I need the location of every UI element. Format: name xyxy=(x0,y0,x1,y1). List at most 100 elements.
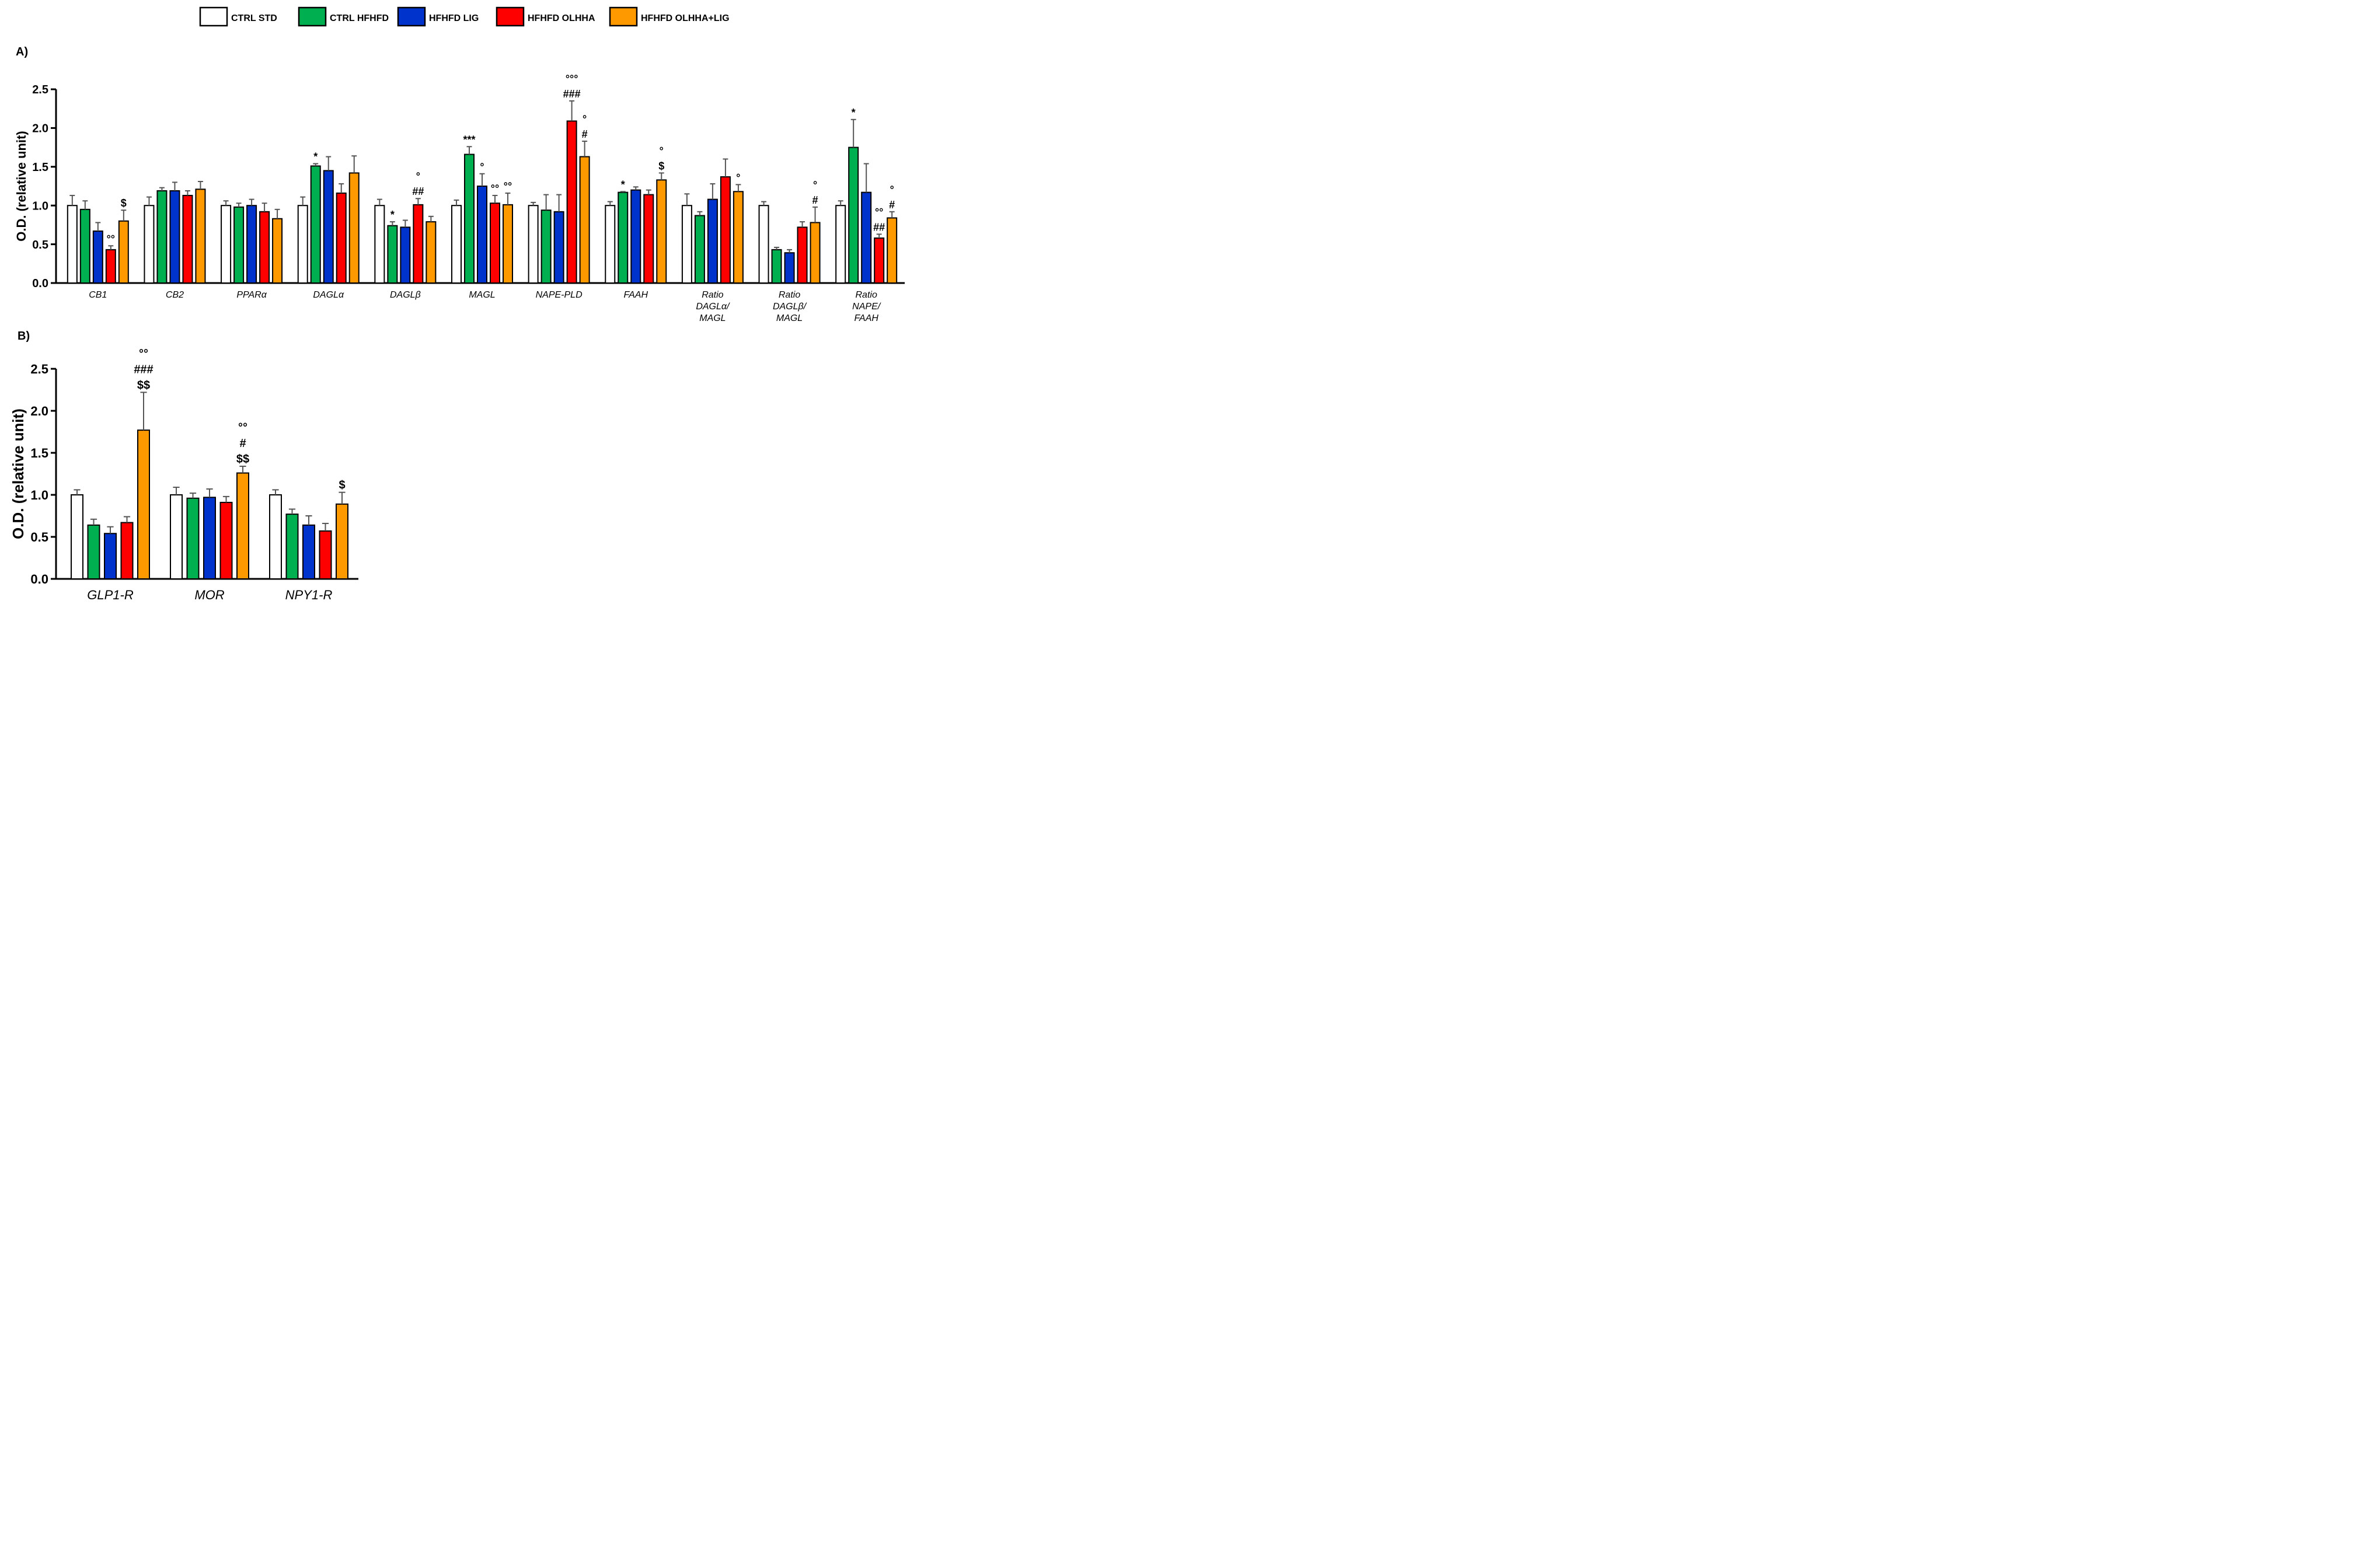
bar xyxy=(137,429,150,579)
bar xyxy=(170,494,183,579)
bar xyxy=(336,503,348,580)
bar xyxy=(579,156,590,284)
significance-marker: °° xyxy=(504,180,512,192)
significance-marker: # xyxy=(812,194,818,206)
bar xyxy=(336,192,347,284)
category-label: MAGL xyxy=(699,313,726,323)
legend-item-ctrl-std: CTRL STD xyxy=(199,6,277,27)
y-tick-label: 0.0 xyxy=(32,277,48,290)
bar xyxy=(92,231,103,284)
bar xyxy=(758,205,769,284)
significance-marker: ° xyxy=(736,172,740,183)
legend-label: CTRL HFHFD xyxy=(330,13,389,23)
bar xyxy=(182,194,193,284)
bar xyxy=(861,191,872,284)
bar xyxy=(302,524,315,580)
category-label: NAPE/ xyxy=(852,302,881,312)
bar xyxy=(426,221,437,284)
bar xyxy=(503,204,513,284)
bar xyxy=(387,225,398,284)
significance-marker: ### xyxy=(563,88,581,100)
legend: CTRL STD CTRL HFHFD HFHFD LIG HFHFD OLHH… xyxy=(199,6,730,27)
bar xyxy=(203,497,216,579)
bar xyxy=(348,172,360,284)
category-label: CB2 xyxy=(166,290,184,300)
category-label: DAGLα xyxy=(313,290,344,300)
legend-swatch xyxy=(199,6,228,27)
bar xyxy=(67,205,78,284)
category-label: GLP1-R xyxy=(87,588,134,602)
y-tick-label: 0.5 xyxy=(30,530,48,544)
panel-a-chart: 0.0 0.5 1.0 1.5 2.0 2.5 O.D. (relative unit) CB… xyxy=(14,73,905,323)
y-tick-label: 2.5 xyxy=(32,83,48,96)
significance-marker: ° xyxy=(660,145,664,156)
bar xyxy=(285,514,299,579)
legend-item-hfhfd-lig: HFHFD LIG xyxy=(397,6,479,27)
bar xyxy=(540,209,552,284)
significance-marker: # xyxy=(239,437,246,450)
significance-marker: $ xyxy=(121,197,127,209)
bar xyxy=(186,497,200,580)
bar xyxy=(79,208,90,284)
significance-marker: ° xyxy=(890,184,894,195)
bar xyxy=(618,191,629,284)
y-tick-label: 0.5 xyxy=(32,239,48,252)
legend-label: CTRL STD xyxy=(231,13,277,23)
bar xyxy=(259,211,270,284)
legend-swatch xyxy=(496,6,525,27)
panel-b-chart: 0.0 0.5 1.0 1.5 2.0 2.5 O.D. (relative unit) GL… xyxy=(9,347,358,602)
figure: CTRL STD CTRL HFHFD HFHFD LIG HFHFD OLHH… xyxy=(9,6,905,602)
legend-swatch xyxy=(609,6,638,27)
bar xyxy=(528,205,539,284)
bar xyxy=(630,189,641,284)
bar xyxy=(464,153,475,284)
y-tick-label: 2.5 xyxy=(30,362,48,376)
bar xyxy=(874,237,885,284)
significance-marker: °° xyxy=(491,183,499,194)
bar xyxy=(144,205,155,284)
significance-marker: ° xyxy=(416,170,420,182)
bar xyxy=(272,218,283,284)
legend-item-ctrl-hfhfd: CTRL HFHFD xyxy=(298,6,389,27)
bar xyxy=(733,191,744,284)
category-label: FAAH xyxy=(624,290,648,300)
bar xyxy=(236,472,249,579)
bar xyxy=(195,188,206,284)
category-label: Ratio xyxy=(779,290,800,300)
significance-marker: # xyxy=(889,199,895,211)
bar xyxy=(771,249,782,284)
y-tick-label: 1.0 xyxy=(30,488,48,502)
category-label: MAGL xyxy=(776,313,803,323)
bar xyxy=(490,202,500,284)
y-tick-label: 0.0 xyxy=(30,572,48,586)
bar xyxy=(310,165,321,284)
bar xyxy=(118,220,129,284)
significance-marker: # xyxy=(582,128,588,140)
significance-marker: * xyxy=(313,151,318,162)
bar xyxy=(319,530,332,579)
bar xyxy=(784,252,795,284)
bar xyxy=(87,524,100,580)
significance-marker: $ xyxy=(339,479,345,492)
bar xyxy=(720,176,731,284)
category-label: MOR xyxy=(194,588,224,602)
bar xyxy=(269,494,282,579)
bar xyxy=(221,205,232,284)
legend-swatch xyxy=(298,6,327,27)
significance-marker: * xyxy=(621,179,625,190)
y-tick-label: 2.0 xyxy=(32,123,48,135)
y-axis-title: O.D. (relative unit) xyxy=(9,408,27,539)
bar xyxy=(323,170,334,284)
bar xyxy=(643,194,654,284)
significance-marker: °° xyxy=(139,347,148,360)
panel-a-label: A) xyxy=(16,46,28,58)
significance-marker: °°° xyxy=(566,73,578,85)
significance-marker: $$ xyxy=(137,379,150,392)
bar xyxy=(656,179,667,284)
bar xyxy=(848,146,859,284)
category-label: Ratio xyxy=(702,290,723,300)
bar xyxy=(413,204,424,284)
bar xyxy=(233,206,245,284)
significance-marker: ### xyxy=(134,363,153,376)
bar xyxy=(104,533,117,579)
